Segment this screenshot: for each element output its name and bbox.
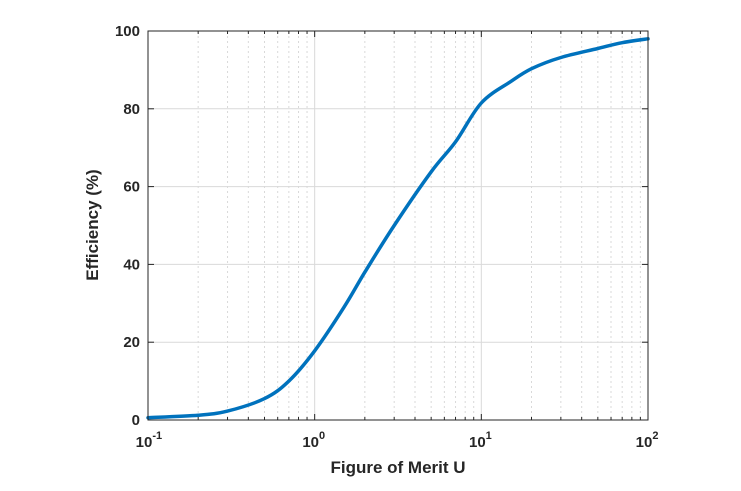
y-tick-label: 20 — [123, 334, 140, 351]
x-tick-exponent: 0 — [319, 430, 325, 442]
y-tick-label: 60 — [123, 179, 140, 196]
y-tick-label: 40 — [123, 256, 140, 273]
x-tick-base: 10 — [469, 434, 486, 451]
x-tick-base: 10 — [302, 434, 319, 451]
x-axis-title: Figure of Merit U — [330, 458, 465, 477]
plot-background — [148, 31, 648, 420]
y-tick-label: 80 — [123, 101, 140, 118]
x-tick-base: 10 — [636, 434, 653, 451]
x-tick-exponent: 1 — [486, 430, 492, 442]
x-tick-label: 10-1 — [136, 430, 162, 451]
y-tick-label: 0 — [132, 412, 140, 429]
x-tick-exponent: -1 — [152, 430, 162, 442]
y-tick-label: 100 — [115, 23, 140, 40]
x-tick-exponent: 2 — [652, 430, 658, 442]
y-axis-title: Efficiency (%) — [83, 169, 102, 280]
x-tick-base: 10 — [136, 434, 153, 451]
